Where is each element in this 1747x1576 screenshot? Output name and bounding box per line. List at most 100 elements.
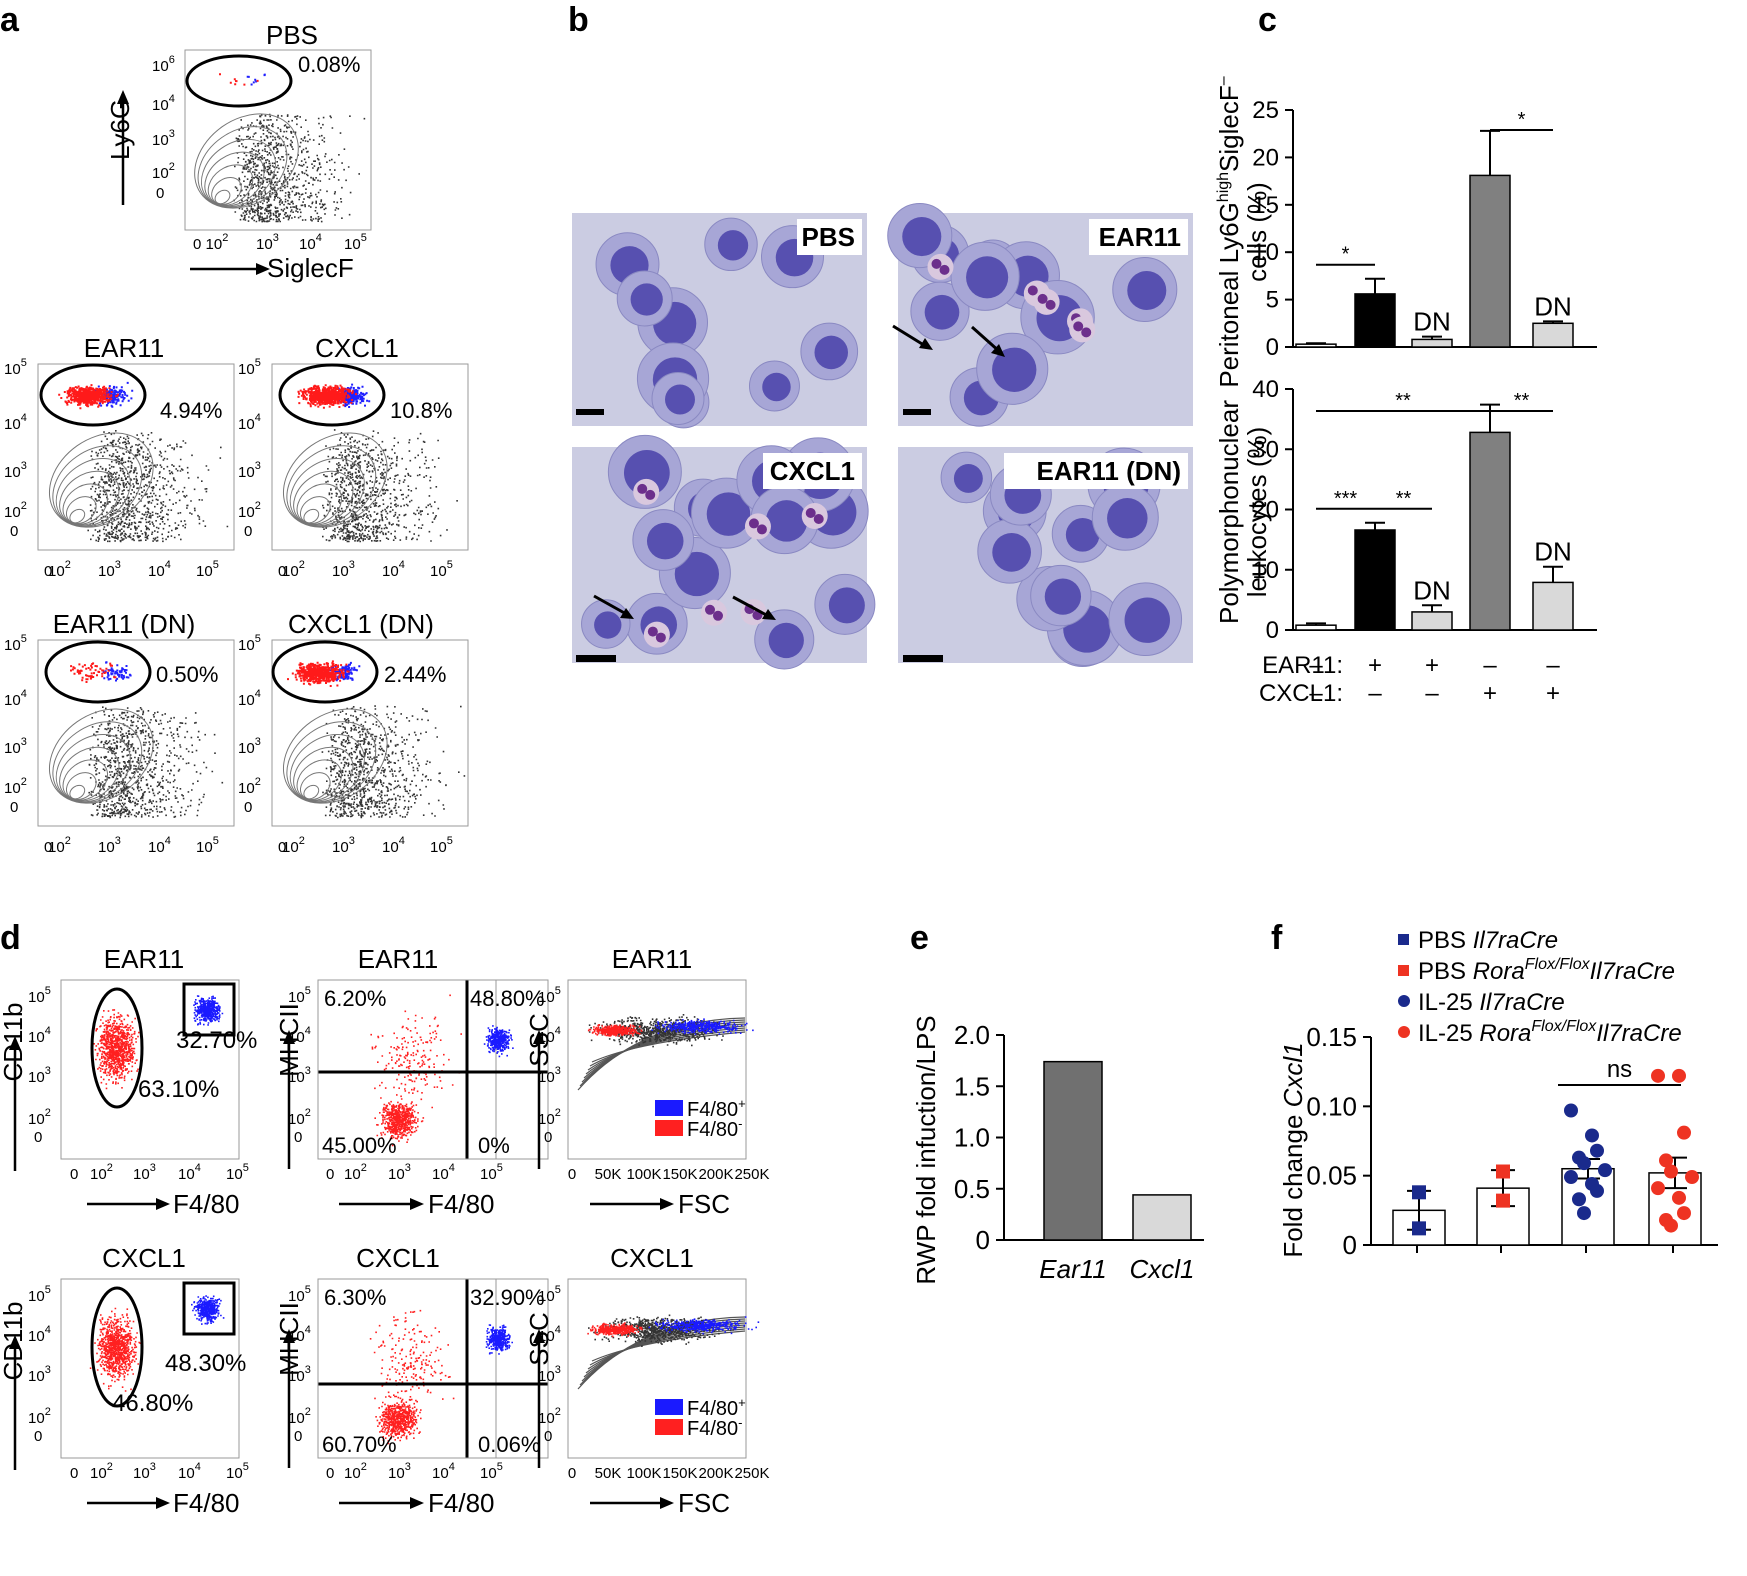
- y-tick-label: 0.10: [1306, 1091, 1357, 1121]
- tick-label: 103: [288, 1364, 311, 1385]
- tick-label: 0: [568, 1465, 576, 1482]
- significance-label: *: [1342, 244, 1350, 266]
- tick-label: 105: [480, 1461, 503, 1482]
- contour-line: [65, 496, 97, 525]
- bar-annotation: DN: [1534, 291, 1572, 321]
- micrograph-label-bg: [1089, 219, 1188, 255]
- condition-value: –: [1546, 652, 1560, 679]
- red-events: [89, 1307, 143, 1392]
- legend-swatch-neg: [655, 1419, 683, 1435]
- neutrophil-arrow: [971, 325, 1001, 354]
- tick-label: 102: [538, 1107, 561, 1128]
- contour-line: [207, 164, 254, 206]
- tick-label: 105: [28, 985, 51, 1006]
- tick-label: 200K: [698, 1166, 733, 1183]
- contour-line: [293, 470, 354, 526]
- tick-label: 105: [480, 1162, 503, 1183]
- tick-label: 103: [4, 460, 27, 481]
- plot-frame: [60, 1278, 240, 1459]
- tick-label: 103: [256, 232, 279, 253]
- quadrant-percent: 0%: [478, 1133, 510, 1158]
- contour-line: [583, 1322, 746, 1378]
- arrow-head: [117, 90, 129, 104]
- arrow-head: [256, 263, 270, 275]
- tick-label: 102: [538, 1406, 561, 1427]
- tick-label: 102: [4, 500, 27, 521]
- bar: [1354, 293, 1396, 348]
- tick-label: 0: [44, 563, 52, 580]
- legend-label: IL-25 RoraFlox/FloxIl7raCre: [1418, 1018, 1682, 1047]
- condition-value: +: [1546, 680, 1560, 707]
- cell-nucleus: [623, 450, 670, 496]
- scale-bar: [576, 655, 616, 662]
- cell-nucleus: [765, 500, 808, 542]
- tick-label: 103: [538, 1364, 561, 1385]
- plot-title: CXCL1: [610, 1243, 694, 1273]
- tick-label: 0: [34, 1129, 42, 1146]
- quadrant-percent: 6.30%: [324, 1285, 386, 1310]
- arrow-head: [9, 1036, 21, 1050]
- cell-nucleus: [902, 217, 942, 257]
- legend-label-neg: F4/80-: [687, 1116, 743, 1141]
- tick-label: 103: [133, 1461, 156, 1482]
- tick-label: 104: [238, 688, 261, 709]
- red-events: [93, 1009, 142, 1090]
- tick-label: 105: [538, 1284, 561, 1305]
- plot-frame: [37, 639, 235, 827]
- contour-line: [299, 772, 331, 801]
- plot-frame: [567, 979, 747, 1160]
- contour-line: [197, 126, 288, 208]
- condition-value: –: [1309, 680, 1323, 707]
- data-point: [1496, 1193, 1510, 1208]
- tick-label: 105: [288, 1284, 311, 1305]
- tick-label: 102: [344, 1162, 367, 1183]
- y-tick-label: 40: [1252, 376, 1279, 403]
- contour-line: [59, 470, 120, 526]
- data-point: [1677, 1125, 1691, 1140]
- y-axis-label: MHCII: [274, 1302, 304, 1376]
- tick-label: 104: [148, 835, 171, 856]
- gate-percent: 2.44%: [384, 662, 446, 687]
- contour-line: [48, 708, 154, 804]
- cell-nucleus: [1044, 578, 1082, 615]
- contour-line: [589, 1029, 746, 1067]
- tick-label: 0 102: [193, 232, 228, 253]
- tick-label: 0: [326, 1166, 334, 1183]
- background-events: [322, 429, 458, 543]
- tick-label: 104: [432, 1162, 455, 1183]
- tick-label: 0: [294, 1129, 302, 1146]
- data-point: [1685, 1170, 1699, 1185]
- x-axis-label: F4/80: [173, 1189, 240, 1219]
- contour-line: [577, 1316, 746, 1390]
- tick-label: 102: [48, 559, 71, 580]
- data-point: [1412, 1221, 1426, 1236]
- data-point: [1577, 1206, 1591, 1221]
- red-events: [58, 384, 119, 410]
- red-events: [587, 1024, 643, 1037]
- condition-value: –: [1309, 652, 1323, 679]
- gate-ellipse: [39, 363, 147, 427]
- tick-label: 104: [382, 835, 405, 856]
- data-point: [1564, 1170, 1578, 1185]
- scale-bar: [903, 409, 931, 415]
- significance-label: **: [1396, 488, 1412, 510]
- flow-plot-ear11-dn: EAR11 (DN) 0.50%: [37, 609, 235, 827]
- background-events: [233, 113, 366, 223]
- blue-events: [648, 1316, 760, 1335]
- gate-percent: 4.94%: [160, 398, 222, 423]
- scale-bar: [576, 409, 604, 415]
- significance-label: **: [1514, 390, 1530, 412]
- significance-label: ns: [1607, 1056, 1632, 1083]
- data-point: [1672, 1068, 1686, 1083]
- tick-label: 104: [299, 232, 322, 253]
- y-axis-label: CD11b: [0, 1002, 28, 1081]
- gate-percent: 32.70%: [176, 1027, 257, 1054]
- blue-events: [651, 1018, 754, 1035]
- tick-label: 105: [226, 1461, 249, 1482]
- plot-title: PBS: [266, 20, 318, 50]
- density-cloud: [48, 661, 224, 819]
- contour-line: [286, 445, 377, 527]
